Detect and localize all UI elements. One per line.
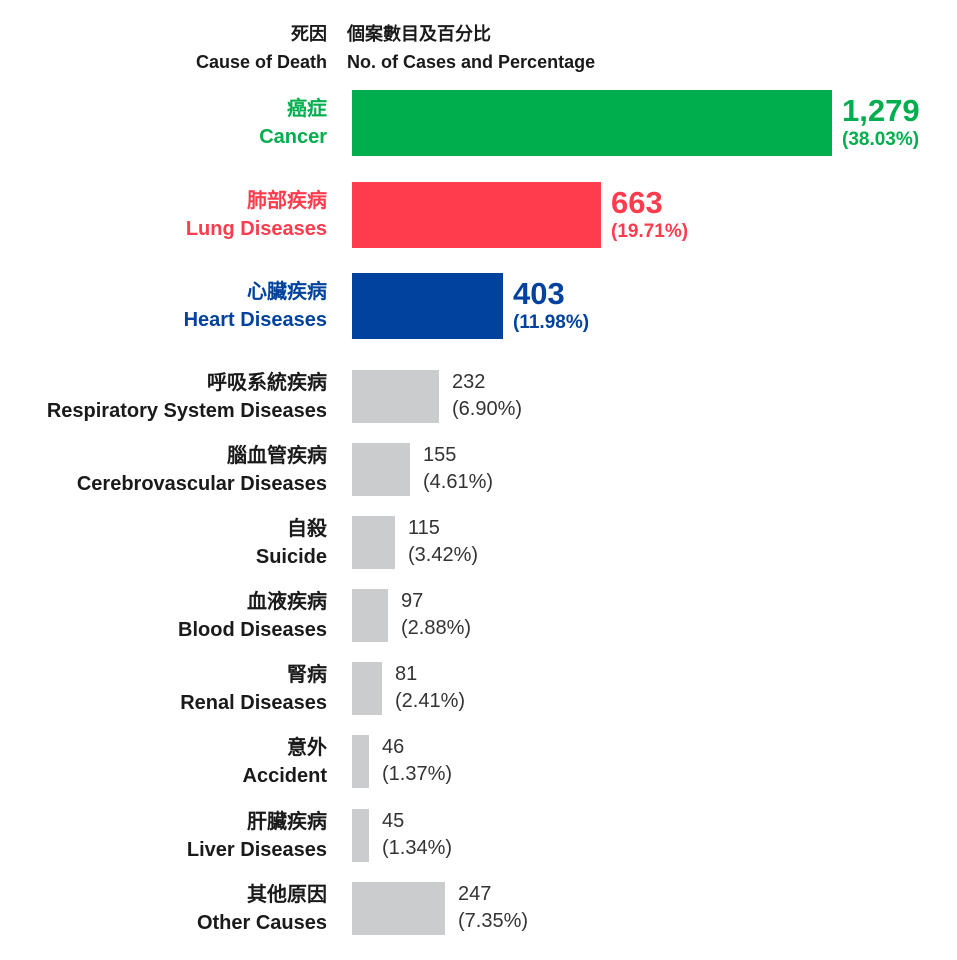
- percent-label: (6.90%): [452, 398, 523, 420]
- category-label: 腦血管疾病 Cerebrovascular Diseases: [77, 442, 327, 498]
- data-label: 45 (1.34%): [382, 808, 452, 862]
- bar: [352, 443, 410, 496]
- category-label-en: Cerebrovascular Diseases: [76, 472, 327, 495]
- category-label-zh: 肝臟疾病: [247, 810, 327, 833]
- category-label: 肝臟疾病 Liver Diseases: [187, 808, 327, 864]
- percent-label: (4.61%): [423, 471, 494, 493]
- header-cases-zh: 個案數目及百分比: [347, 24, 491, 44]
- category-label-en: Renal Diseases: [180, 691, 327, 714]
- category-label-en: Blood Diseases: [178, 618, 327, 641]
- bar: [352, 516, 395, 569]
- category-label-en: Accident: [242, 764, 327, 787]
- category-label-zh: 意外: [287, 736, 327, 759]
- value-label: 403: [513, 276, 565, 311]
- bar: [352, 273, 503, 339]
- category-label-zh: 腎病: [287, 663, 327, 686]
- data-label: 155 (4.61%): [423, 442, 493, 496]
- header-cases-en: No. of Cases and Percentage: [347, 52, 596, 72]
- header-cases-percentage: 個案數目及百分比 No. of Cases and Percentage: [347, 20, 595, 76]
- data-label: 403 (11.98%): [513, 277, 589, 335]
- percent-label: (7.35%): [458, 910, 529, 932]
- data-label: 1,279 (38.03%): [842, 94, 920, 152]
- category-label-en: Other Causes: [196, 911, 327, 934]
- value-label: 97: [401, 590, 424, 612]
- value-label: 232: [452, 371, 486, 393]
- category-label-zh: 血液疾病: [247, 590, 327, 613]
- bar: [352, 809, 369, 862]
- category-label-zh: 呼吸系統疾病: [207, 371, 327, 394]
- bar: [352, 90, 832, 156]
- data-label: 663 (19.71%): [611, 186, 688, 244]
- category-label-en: Heart Diseases: [183, 309, 327, 331]
- category-label-zh: 腦血管疾病: [227, 444, 327, 467]
- value-label: 81: [395, 663, 418, 685]
- bar: [352, 735, 369, 788]
- category-label: 血液疾病 Blood Diseases: [178, 588, 327, 644]
- category-label-en: Suicide: [255, 545, 327, 568]
- percent-label: (2.88%): [401, 617, 472, 639]
- category-label-en: Liver Diseases: [186, 838, 327, 861]
- value-label: 115: [408, 517, 440, 539]
- percent-label: (1.34%): [382, 837, 453, 859]
- value-label: 155: [423, 444, 457, 466]
- data-label: 247 (7.35%): [458, 881, 528, 935]
- category-label: 意外 Accident: [243, 734, 327, 790]
- percent-label: (3.42%): [408, 544, 479, 566]
- header-cause-en: Cause of Death: [195, 52, 327, 72]
- data-label: 97 (2.88%): [401, 588, 471, 642]
- header-cause-of-death: 死因 Cause of Death: [196, 20, 327, 76]
- category-label: 腎病 Renal Diseases: [180, 661, 327, 717]
- data-label: 46 (1.37%): [382, 734, 452, 788]
- category-label: 呼吸系統疾病 Respiratory System Diseases: [47, 369, 327, 425]
- percent-label: (2.41%): [395, 690, 466, 712]
- value-label: 663: [611, 185, 663, 220]
- category-label: 自殺 Suicide: [256, 515, 327, 571]
- value-label: 45: [382, 810, 405, 832]
- percent-label: (1.37%): [382, 763, 453, 785]
- category-label-en: Cancer: [259, 126, 327, 148]
- bar: [352, 589, 388, 642]
- category-label: 心臟疾病 Heart Diseases: [184, 278, 327, 334]
- value-label: 46: [382, 736, 405, 758]
- value-label: 1,279: [842, 93, 920, 128]
- value-label: 247: [458, 883, 492, 905]
- category-label: 癌症 Cancer: [259, 95, 327, 151]
- category-label-en: Lung Diseases: [185, 218, 327, 240]
- header-cause-zh: 死因: [291, 24, 327, 44]
- category-label: 其他原因 Other Causes: [197, 881, 327, 937]
- category-label-zh: 癌症: [287, 98, 327, 120]
- percent-label: (11.98%): [513, 312, 590, 333]
- category-label-zh: 肺部疾病: [247, 190, 327, 212]
- category-label-zh: 心臟疾病: [247, 281, 327, 303]
- bar: [352, 182, 601, 248]
- data-label: 81 (2.41%): [395, 661, 465, 715]
- bar: [352, 370, 439, 423]
- data-label: 232 (6.90%): [452, 369, 522, 423]
- bar: [352, 662, 382, 715]
- category-label-en: Respiratory System Diseases: [46, 399, 327, 422]
- data-label: 115 (3.42%): [408, 515, 478, 569]
- category-label: 肺部疾病 Lung Diseases: [186, 187, 327, 243]
- percent-label: (19.71%): [611, 221, 689, 242]
- bar: [352, 882, 445, 935]
- category-label-zh: 自殺: [287, 517, 327, 540]
- category-label-zh: 其他原因: [247, 883, 327, 906]
- percent-label: (38.03%): [842, 129, 920, 150]
